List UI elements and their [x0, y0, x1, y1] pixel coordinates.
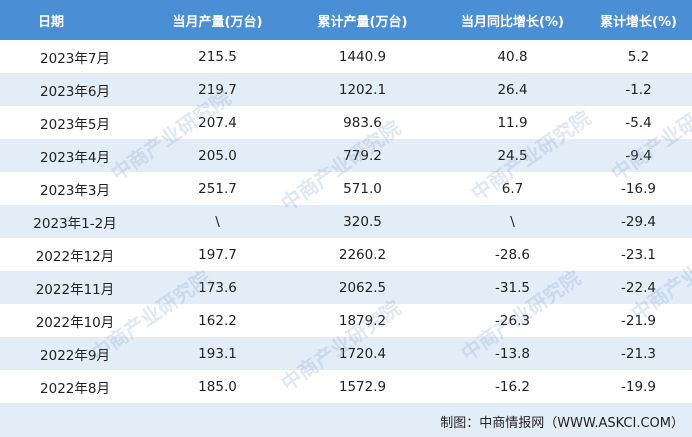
- cell-cumulative-growth: -16.9: [621, 180, 656, 197]
- cell-date: 2022年8月: [40, 380, 110, 397]
- cell-cumulative-growth: -9.4: [625, 147, 652, 164]
- cell-monthly-output: 251.7: [198, 180, 237, 197]
- cell-date: 2022年12月: [35, 248, 115, 265]
- header-monthly-yoy: 当月同比增长(%): [461, 14, 564, 30]
- source-credit: 制图：中商情报网（WWW.ASKCI.COM）: [440, 416, 684, 431]
- table-row: 2023年3月 251.7 571.0 6.7 -16.9: [0, 172, 692, 205]
- cell-cumulative-output: 1440.9: [338, 48, 387, 65]
- cell-cumulative-growth: -29.4: [621, 213, 656, 230]
- table-header: 日期 当月产量(万台) 累计产量(万台) 当月同比增长(%) 累计增长(%): [0, 0, 692, 40]
- cell-monthly-yoy: 40.8: [497, 48, 528, 65]
- cell-monthly-yoy: 26.4: [497, 81, 528, 98]
- header-cumulative-growth: 累计增长(%): [600, 14, 677, 30]
- cell-cumulative-output: 1879.2: [338, 312, 387, 329]
- cell-cumulative-output: 779.2: [343, 147, 382, 164]
- cell-monthly-yoy: -28.6: [495, 246, 530, 263]
- cell-cumulative-growth: -5.4: [625, 114, 652, 131]
- cell-monthly-yoy: -31.5: [495, 279, 530, 296]
- cell-cumulative-growth: 5.2: [627, 48, 650, 65]
- cell-monthly-yoy: 11.9: [497, 114, 528, 131]
- table-row: 2023年5月 207.4 983.6 11.9 -5.4: [0, 106, 692, 139]
- table-row: 2023年7月 215.5 1440.9 40.8 5.2: [0, 40, 692, 73]
- cell-monthly-yoy: -26.3: [495, 312, 530, 329]
- cell-cumulative-output: 1572.9: [338, 378, 387, 395]
- cell-monthly-output: 207.4: [198, 114, 237, 131]
- cell-monthly-output: 193.1: [198, 345, 237, 362]
- cell-cumulative-output: 320.5: [343, 213, 382, 230]
- table-row: 2022年10月 162.2 1879.2 -26.3 -21.9: [0, 304, 692, 337]
- data-table: 日期 当月产量(万台) 累计产量(万台) 当月同比增长(%) 累计增长(%) 2…: [0, 0, 692, 403]
- cell-monthly-output: 219.7: [198, 81, 237, 98]
- cell-date: 2023年4月: [40, 149, 110, 166]
- cell-monthly-output: \: [215, 213, 220, 230]
- cell-monthly-output: 162.2: [198, 312, 237, 329]
- cell-monthly-yoy: -16.2: [495, 378, 530, 395]
- cell-date: 2023年7月: [40, 50, 110, 67]
- cell-cumulative-output: 2062.5: [338, 279, 387, 296]
- table-body: 2023年7月 215.5 1440.9 40.8 5.2 2023年6月 219.7 120…: [0, 40, 692, 403]
- cell-monthly-yoy: \: [510, 213, 515, 230]
- footer: 制图：中商情报网（WWW.ASKCI.COM）: [0, 403, 692, 437]
- cell-cumulative-output: 983.6: [343, 114, 382, 131]
- cell-date: 2023年6月: [40, 83, 110, 100]
- header-monthly-output: 当月产量(万台): [172, 14, 263, 30]
- cell-cumulative-growth: -23.1: [621, 246, 656, 263]
- table-row: 2022年11月 173.6 2062.5 -31.5 -22.4: [0, 271, 692, 304]
- table-row: 2023年6月 219.7 1202.1 26.4 -1.2: [0, 73, 692, 106]
- cell-monthly-output: 185.0: [198, 378, 237, 395]
- cell-cumulative-growth: -21.9: [621, 312, 656, 329]
- cell-monthly-yoy: -13.8: [495, 345, 530, 362]
- cell-date: 2023年3月: [40, 182, 110, 199]
- cell-date: 2022年9月: [40, 347, 110, 364]
- table-row: 2022年9月 193.1 1720.4 -13.8 -21.3: [0, 337, 692, 370]
- cell-cumulative-output: 571.0: [343, 180, 382, 197]
- cell-cumulative-growth: -21.3: [621, 345, 656, 362]
- cell-cumulative-output: 2260.2: [338, 246, 387, 263]
- cell-monthly-output: 215.5: [198, 48, 237, 65]
- cell-monthly-output: 197.7: [198, 246, 237, 263]
- cell-monthly-yoy: 6.7: [501, 180, 524, 197]
- table-row: 2023年1-2月 \ 320.5 \ -29.4: [0, 205, 692, 238]
- cell-monthly-output: 205.0: [198, 147, 237, 164]
- cell-date: 2022年11月: [35, 281, 115, 298]
- table-row: 2022年12月 197.7 2260.2 -28.6 -23.1: [0, 238, 692, 271]
- cell-cumulative-output: 1720.4: [338, 345, 387, 362]
- cell-cumulative-growth: -22.4: [621, 279, 656, 296]
- cell-cumulative-output: 1202.1: [338, 81, 387, 98]
- cell-monthly-output: 173.6: [198, 279, 237, 296]
- header-date: 日期: [38, 14, 65, 30]
- header-cumulative-output: 累计产量(万台): [317, 14, 408, 30]
- table-row: 2023年4月 205.0 779.2 24.5 -9.4: [0, 139, 692, 172]
- cell-date: 2023年5月: [40, 116, 110, 133]
- cell-cumulative-growth: -1.2: [625, 81, 652, 98]
- cell-date: 2023年1-2月: [33, 215, 117, 232]
- table-row: 2022年8月 185.0 1572.9 -16.2 -19.9: [0, 370, 692, 403]
- cell-date: 2022年10月: [35, 314, 115, 331]
- cell-cumulative-growth: -19.9: [621, 378, 656, 395]
- cell-monthly-yoy: 24.5: [497, 147, 528, 164]
